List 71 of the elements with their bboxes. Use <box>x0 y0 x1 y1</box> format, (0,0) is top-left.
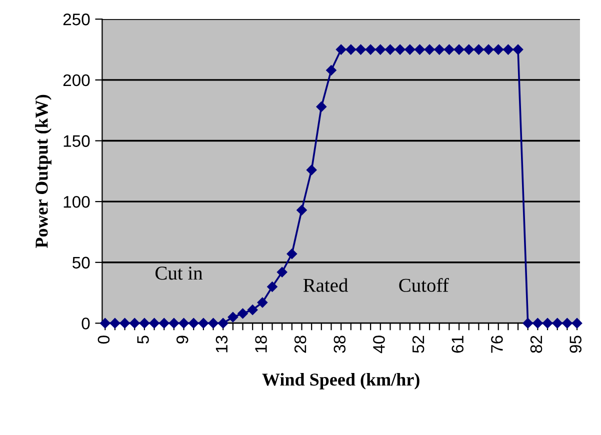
x-tick-label: 9 <box>176 336 188 344</box>
point <box>552 318 562 328</box>
point <box>404 44 415 55</box>
annotation: Rated <box>303 278 348 292</box>
point <box>238 308 248 319</box>
x-tick-label: 5 <box>137 336 149 344</box>
point <box>444 44 454 55</box>
point <box>424 44 435 55</box>
x-tick-label: 95 <box>570 336 582 353</box>
point <box>346 44 356 55</box>
point <box>130 318 140 328</box>
point <box>522 318 533 328</box>
x-axis-title: Wind Speed (km/hr) <box>262 372 420 390</box>
point <box>375 44 386 55</box>
point <box>562 318 572 328</box>
point <box>414 44 425 55</box>
point <box>336 44 346 55</box>
point <box>385 44 396 55</box>
point <box>532 318 543 328</box>
x-tick-label: 52 <box>412 336 424 353</box>
point <box>228 312 238 322</box>
point <box>139 318 150 328</box>
point <box>454 44 464 55</box>
point <box>542 318 553 328</box>
y-tick-label: 0 <box>82 318 90 330</box>
point <box>316 102 327 112</box>
point <box>168 318 180 328</box>
point <box>110 318 120 328</box>
point <box>434 44 444 55</box>
point <box>188 318 199 328</box>
x-tick-label: 18 <box>255 336 267 352</box>
y-tick-label: 200 <box>63 74 90 86</box>
y-tick-label: 100 <box>64 196 90 208</box>
annotation: Cut in <box>156 266 203 280</box>
point <box>326 65 336 76</box>
point <box>257 297 268 308</box>
y-axis-title: Power Output (kW) <box>35 94 52 248</box>
point <box>120 318 130 328</box>
point <box>208 318 218 328</box>
point <box>267 282 278 292</box>
y-tick-label: 50 <box>72 256 90 269</box>
point <box>474 44 484 55</box>
point <box>493 44 504 55</box>
point <box>178 318 189 328</box>
point <box>296 204 307 216</box>
x-tick-label: 0 <box>98 336 110 344</box>
x-tick-label: 13 <box>216 336 228 352</box>
point <box>512 44 524 55</box>
point <box>356 44 366 55</box>
y-tick-label: 250 <box>63 14 90 26</box>
point <box>503 44 514 55</box>
point <box>247 304 258 315</box>
x-tick-label: 82 <box>530 336 542 353</box>
y-tick-label: 150 <box>64 135 90 147</box>
point <box>394 44 406 55</box>
point <box>276 267 288 278</box>
x-tick-label: 28 <box>294 336 306 353</box>
point <box>365 44 376 55</box>
x-tick-label: 76 <box>491 336 503 353</box>
point <box>198 318 209 328</box>
x-tick-label: 61 <box>452 336 464 353</box>
point <box>483 44 494 55</box>
point <box>149 318 160 328</box>
x-tick-label: 40 <box>373 336 385 354</box>
annotation: Cutoff <box>399 278 449 292</box>
point <box>158 318 170 328</box>
x-tick-label: 38 <box>334 336 346 353</box>
point <box>464 44 474 55</box>
point <box>286 248 298 259</box>
point <box>218 318 228 328</box>
point <box>306 164 317 176</box>
